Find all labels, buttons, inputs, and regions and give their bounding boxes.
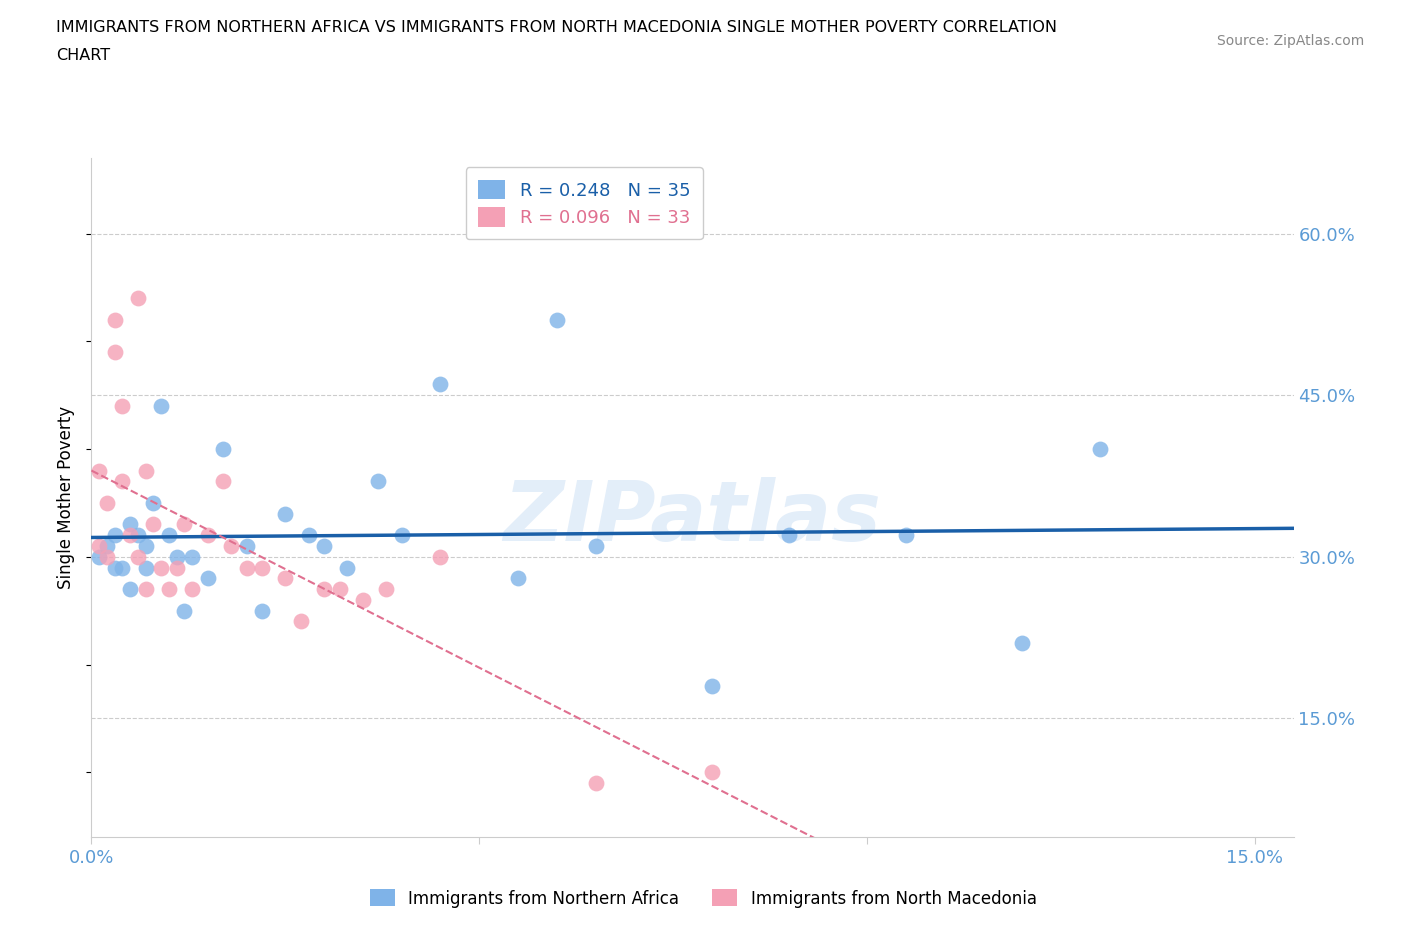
Point — [181, 550, 204, 565]
Point — [894, 528, 917, 543]
Point — [127, 528, 149, 543]
Point — [312, 538, 335, 553]
Point — [173, 604, 195, 618]
Point — [166, 560, 188, 575]
Point — [700, 764, 723, 779]
Text: IMMIGRANTS FROM NORTHERN AFRICA VS IMMIGRANTS FROM NORTH MACEDONIA SINGLE MOTHER: IMMIGRANTS FROM NORTHERN AFRICA VS IMMIG… — [56, 20, 1057, 35]
Point — [157, 528, 180, 543]
Text: ZIPatlas: ZIPatlas — [503, 477, 882, 558]
Point — [127, 291, 149, 306]
Point — [96, 496, 118, 511]
Point — [429, 377, 451, 392]
Point — [135, 538, 157, 553]
Point — [778, 528, 800, 543]
Point — [197, 571, 219, 586]
Point — [391, 528, 413, 543]
Point — [212, 474, 235, 489]
Point — [104, 345, 127, 360]
Point — [104, 312, 127, 327]
Point — [219, 538, 242, 553]
Point — [235, 560, 257, 575]
Point — [235, 538, 257, 553]
Point — [274, 571, 297, 586]
Point — [700, 679, 723, 694]
Point — [297, 528, 319, 543]
Point — [111, 560, 134, 575]
Point — [127, 550, 149, 565]
Point — [181, 581, 204, 596]
Point — [89, 550, 111, 565]
Point — [111, 474, 134, 489]
Point — [352, 592, 374, 607]
Point — [197, 528, 219, 543]
Point — [1088, 442, 1111, 457]
Point — [506, 571, 529, 586]
Point — [111, 399, 134, 414]
Point — [89, 538, 111, 553]
Point — [429, 550, 451, 565]
Point — [312, 581, 335, 596]
Point — [585, 776, 607, 790]
Point — [96, 550, 118, 565]
Point — [104, 560, 127, 575]
Legend: R = 0.248   N = 35, R = 0.096   N = 33: R = 0.248 N = 35, R = 0.096 N = 33 — [465, 167, 703, 239]
Text: CHART: CHART — [56, 48, 110, 63]
Point — [585, 538, 607, 553]
Point — [135, 581, 157, 596]
Point — [212, 442, 235, 457]
Point — [120, 517, 142, 532]
Point — [135, 560, 157, 575]
Text: Source: ZipAtlas.com: Source: ZipAtlas.com — [1216, 34, 1364, 48]
Point — [250, 604, 273, 618]
Point — [329, 581, 352, 596]
Legend: Immigrants from Northern Africa, Immigrants from North Macedonia: Immigrants from Northern Africa, Immigra… — [363, 883, 1043, 914]
Point — [250, 560, 273, 575]
Point — [367, 474, 389, 489]
Point — [135, 463, 157, 478]
Point — [89, 463, 111, 478]
Point — [546, 312, 568, 327]
Point — [142, 496, 165, 511]
Point — [290, 614, 312, 629]
Point — [142, 517, 165, 532]
Point — [104, 528, 127, 543]
Point — [336, 560, 359, 575]
Point — [120, 581, 142, 596]
Point — [150, 560, 173, 575]
Point — [157, 581, 180, 596]
Point — [150, 399, 173, 414]
Point — [96, 538, 118, 553]
Point — [274, 506, 297, 521]
Point — [166, 550, 188, 565]
Point — [1011, 635, 1033, 650]
Point — [120, 528, 142, 543]
Point — [173, 517, 195, 532]
Y-axis label: Single Mother Poverty: Single Mother Poverty — [58, 406, 76, 589]
Point — [375, 581, 398, 596]
